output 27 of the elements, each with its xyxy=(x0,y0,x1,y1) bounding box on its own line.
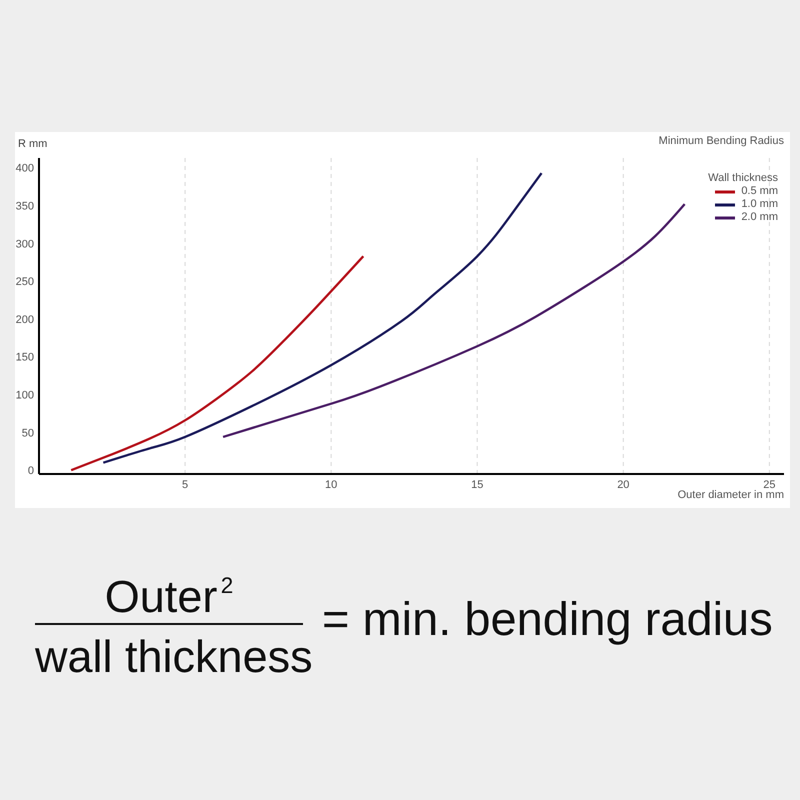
y-tick-label: 50 xyxy=(22,427,34,440)
line-series xyxy=(102,172,543,464)
y-tick-label: 400 xyxy=(16,162,34,175)
legend-label: 1.0 mm xyxy=(741,198,778,211)
y-tick-label: 0 xyxy=(28,465,34,478)
x-tick-label: 5 xyxy=(182,478,188,491)
y-tick-label: 100 xyxy=(16,390,34,402)
x-tick-label: 15 xyxy=(471,478,484,491)
x-tick-label: 10 xyxy=(325,478,338,491)
legend-label: 0.5 mm xyxy=(741,185,778,198)
y-tick-label: 150 xyxy=(16,352,34,364)
x-axis-title: Outer diameter in mm xyxy=(678,489,784,501)
y-tick-label: 250 xyxy=(16,276,34,288)
legend-label: 2.0 mm xyxy=(741,211,778,224)
text: = min. bending radius xyxy=(322,592,773,645)
legend-title: Wall thickness xyxy=(708,172,778,185)
text: wall thickness xyxy=(35,631,313,682)
x-tick-label: 20 xyxy=(617,478,630,491)
chart-title: Minimum Bending Radius xyxy=(658,135,784,147)
x-tick-label: 25 xyxy=(763,478,776,491)
text: Outer$^{2}$ xyxy=(104,571,234,622)
line-series xyxy=(70,255,364,472)
y-axis-title: R mm xyxy=(18,138,48,150)
y-tick-label: 200 xyxy=(16,314,34,326)
y-tick-label: 350 xyxy=(16,200,34,213)
y-tick-label: 300 xyxy=(16,238,34,250)
line-series xyxy=(222,202,686,438)
